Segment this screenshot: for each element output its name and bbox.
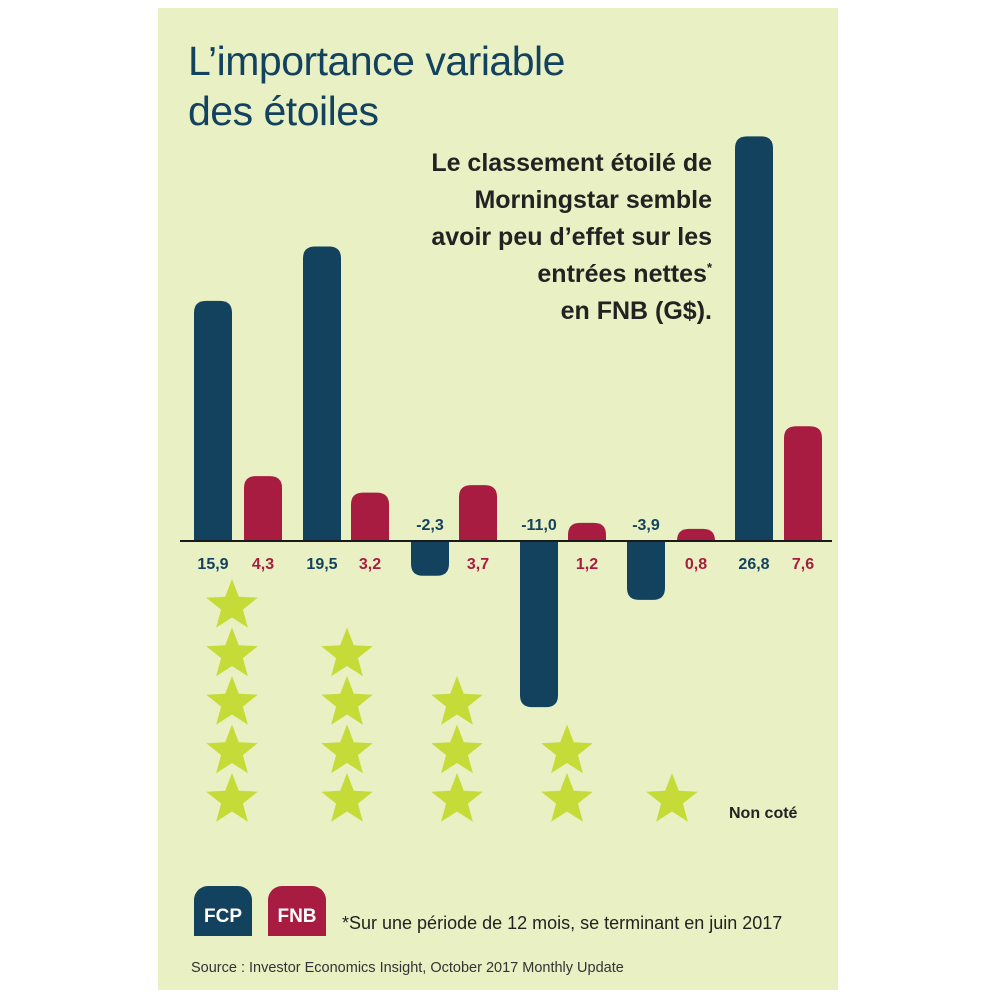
star-icon-1-3 [206,676,258,725]
fnb-bar-5 [677,528,715,541]
fnb-bar-3 [459,485,497,541]
fcp-value-label-1: 15,9 [197,556,228,573]
title-line-1: L’importance variable [188,38,565,84]
subtitle-line-3: avoir peu d’effet sur les [431,223,712,251]
chart-subtitle: Le classement étoilé de Morningstar semb… [360,145,712,330]
footnote-marker: * [706,260,712,275]
fcp-value-label-4: -11,0 [521,517,557,534]
fcp-value-label-2: 19,5 [306,556,337,573]
fnb-bar-6 [784,426,822,541]
fcp-bar-6 [735,136,773,541]
fnb-bar-2 [351,492,389,541]
fnb-value-label-2: 3,2 [359,556,381,573]
subtitle-line-2: Morningstar semble [474,186,712,214]
title-line-2: des étoiles [188,88,379,134]
star-icon-2-4 [321,627,373,677]
fcp-value-label-6: 26,8 [738,556,769,573]
star-icon-1-2 [206,724,258,774]
fcp-bar-4 [520,541,558,708]
star-icon-3-1 [431,773,483,822]
subtitle-line-1: Le classement étoilé de [431,149,712,177]
fcp-bar-1 [194,300,232,541]
fnb-value-label-3: 3,7 [467,556,489,573]
star-icon-4-1 [541,773,593,822]
subtitle-line-5: en FNB (G$). [560,297,712,325]
fnb-bar-1 [244,476,282,541]
footnote: *Sur une période de 12 mois, se terminan… [342,913,783,933]
subtitle-line-4-text: entrées nettes [537,260,707,288]
subtitle-line-4: entrées nettes* [360,256,712,293]
fnb-bar-4 [568,522,606,541]
star-icon-3-2 [431,724,483,774]
fnb-value-label-5: 0,8 [685,556,707,573]
unrated-label: Non coté [729,805,798,822]
star-icon-1-1 [206,773,258,822]
star-icon-3-3 [431,676,483,725]
chart-title: L’importance variable des étoiles [188,36,565,136]
fnb-value-label-6: 7,6 [792,556,814,573]
fcp-bar-5 [627,541,665,600]
star-icon-2-1 [321,773,373,822]
star-icon-4-2 [541,724,593,774]
star-icon-1-4 [206,627,258,677]
star-icon-2-3 [321,676,373,725]
fcp-bar-3 [411,541,449,576]
fcp-bar-2 [303,246,341,542]
source-note: Source : Investor Economics Insight, Oct… [191,960,624,976]
fcp-value-label-5: -3,9 [632,517,660,534]
star-icon-1-5 [206,579,258,628]
legend-fnb: FNB [268,886,326,936]
fnb-value-label-4: 1,2 [576,556,598,573]
star-icon-unrated [646,773,698,822]
fnb-value-label-1: 4,3 [252,556,274,573]
legend-fcp: FCP [194,886,252,936]
star-icon-2-2 [321,724,373,774]
fcp-value-label-3: -2,3 [416,517,444,534]
